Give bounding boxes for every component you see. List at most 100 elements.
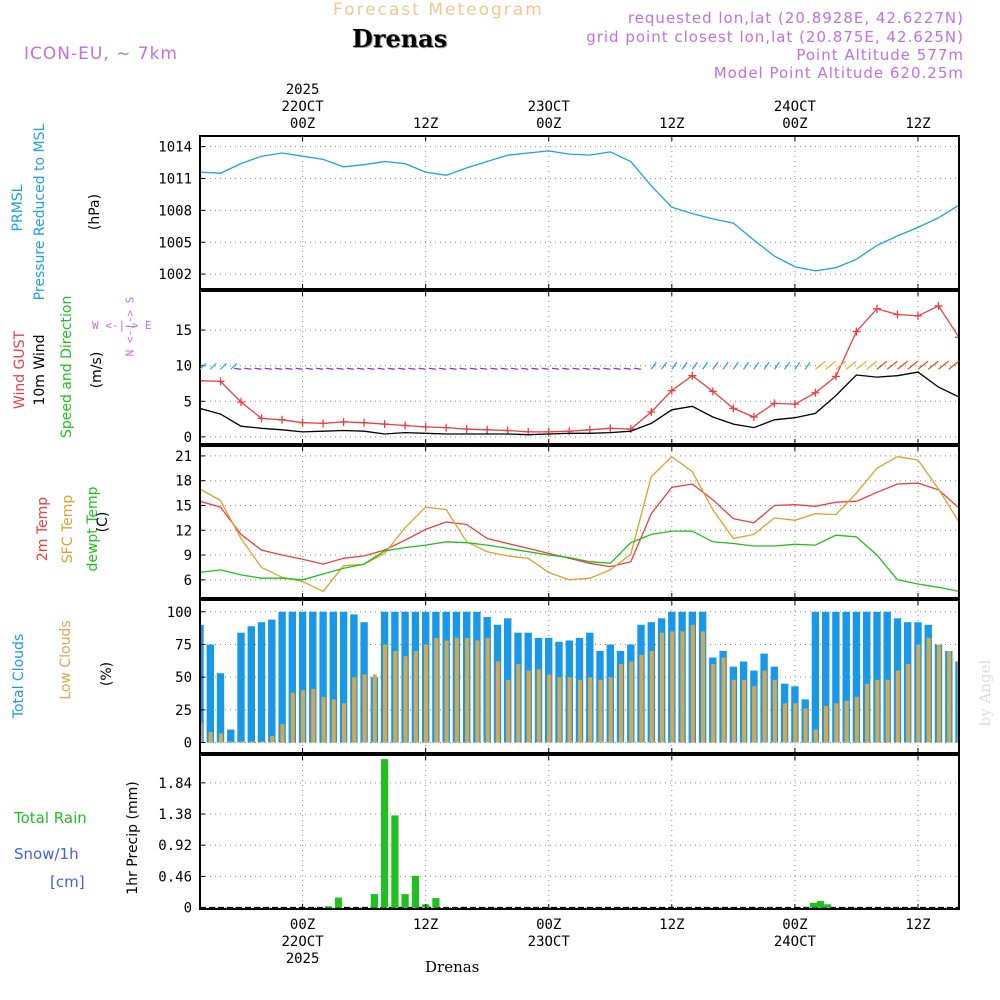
total-cloud-bar [309,611,317,743]
total-cloud-bar [247,626,255,743]
wind-arrow [592,367,601,370]
y-tick-label: 18 [175,474,192,490]
wind-arrow [428,367,436,370]
low-cloud-bar [290,692,295,743]
total-cloud-bar [339,611,348,743]
gust-point-marker [339,417,348,426]
low-cloud-bar [988,697,992,743]
requested-coords: requested lon,lat (20.8928E, 42.6227N) [627,9,964,27]
footer-location: Drenas [425,958,480,976]
gust-point-marker [360,418,369,427]
top-time-label: 24OCT [774,99,817,115]
low-cloud-bar [629,661,634,743]
gust-point-marker [237,398,246,407]
wind-arrow [671,361,678,370]
wind-arrow [886,360,898,370]
total-cloud-bar [955,661,959,743]
low-cloud-bar [300,690,305,743]
wind-arrow [650,361,657,370]
total-cloud-bar [298,611,307,743]
gust-point-marker [278,415,287,424]
y-tick-label: 0 [184,736,192,752]
low-cloud-bar [200,722,203,743]
wind-arrow [907,360,919,370]
precip-bar [370,894,378,908]
low-cloud-bar [865,683,870,743]
low-cloud-bar [342,703,347,743]
gust-point-marker [852,327,861,336]
y-tick-label: 25 [175,703,192,719]
top-time-label: 12Z [413,116,438,132]
y-tick-label: 0.92 [158,838,192,854]
gust-point-marker [934,301,943,310]
wind-arrow [712,361,719,370]
low-cloud-bar [280,724,285,743]
panel-2-plot [200,446,959,598]
low-cloud-bar [875,679,880,743]
low-cloud-bar [772,679,777,743]
low-cloud-bar [516,664,521,743]
total-cloud-bar [206,644,214,743]
low-cloud-bar [711,664,716,743]
wind-arrow [541,367,549,370]
low-cloud-bar [752,686,757,743]
y-tick-label: 21 [175,449,192,465]
panel-0-plot [200,136,959,289]
gust-point-marker [893,310,902,319]
wind-arrow [702,361,709,370]
y-tick-label: 1002 [158,267,192,283]
wind-arrow [531,367,539,370]
low-cloud-bar [526,670,531,743]
gust-point-marker [708,387,717,396]
wind-arrow [603,367,611,370]
wind-arrow [408,367,416,370]
precip-bar [824,904,832,908]
low-cloud-bar [783,703,788,743]
wind-arrow [326,367,334,370]
gust-point-marker [257,414,266,423]
wind-arrow [691,361,698,370]
total-cloud-bar [200,624,204,743]
low-cloud-bar [536,669,541,743]
total-cloud-bar [257,622,266,743]
low-cloud-bar [465,637,470,743]
wind-arrow [418,367,426,370]
wind-arrow [449,367,457,370]
wind-arrow [633,367,642,370]
y-tick-label: 0 [184,901,192,917]
low-cloud-bar [218,733,223,743]
top-time-label: 12Z [905,116,930,132]
y-tick-label: 50 [175,670,192,686]
wind-arrow [784,361,791,370]
low-cloud-bar [813,729,818,743]
low-cloud-bar [259,741,264,743]
y-tick-label: 15 [175,323,192,339]
bottom-time-label: 00Z [290,917,315,933]
model-altitude: Model Point Altitude 620.25m [713,64,964,82]
wind-arrow [623,367,631,370]
wind-arrow [732,361,739,370]
gust-point-marker [647,407,656,416]
gust-point-marker [585,425,594,434]
total-cloud-bar [216,673,225,743]
low-cloud-bar [372,674,377,743]
wind-arrow [274,367,283,370]
wind-arrow [357,367,365,370]
gust-point-marker [913,311,922,320]
low-cloud-bar [393,651,398,743]
wind-arrow [562,367,570,370]
total-cloud-bar [842,611,850,743]
wind-arrow [244,367,252,370]
wind-arrow [958,368,959,370]
gust-point-marker [606,424,615,433]
low-cloud-bar [331,699,336,743]
gust-point-marker [976,366,984,374]
y-tick-label: 15 [175,498,192,514]
wind-arrow [835,360,847,370]
wind-arrow [722,361,729,370]
y-tick-label: 9 [184,548,192,564]
low-cloud-bar [906,664,911,743]
bottom-time-label: 24OCT [774,934,817,950]
wind-arrow [763,361,770,370]
